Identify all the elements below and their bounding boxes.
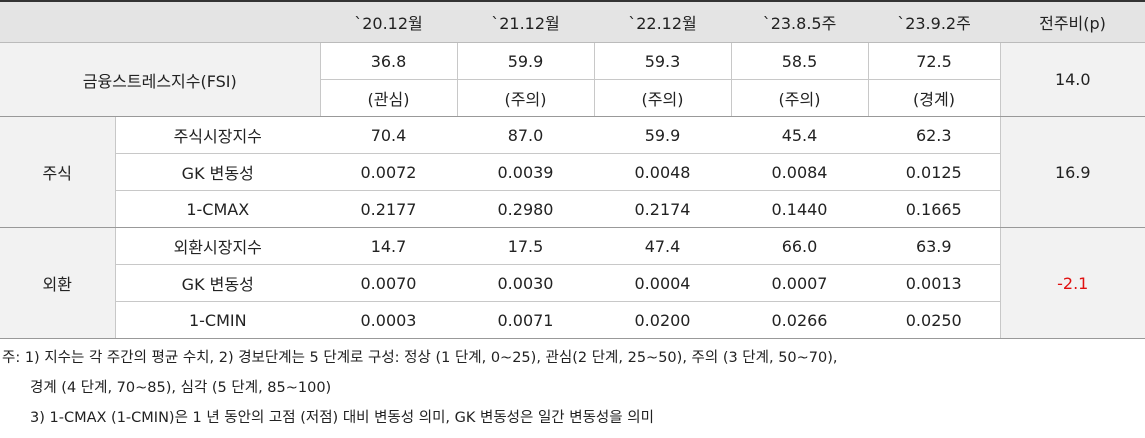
group-label: 금융스트레스지수(FSI) [0,42,320,117]
value-cell: 72.5 [867,42,1000,80]
value-cell: 17.5 [457,227,594,265]
value-cell: 87.0 [457,116,594,154]
data-row: 1-CMAX 0.2177 0.2980 0.2174 0.1440 0.1665 [0,190,1145,228]
level-cell: (주의) [456,79,594,117]
value-cell: 0.2174 [594,190,731,228]
value-cell: 0.0007 [731,264,868,302]
level-cell: (주의) [593,79,731,117]
value-cell: 0.0039 [457,153,594,191]
level-cell: (경계) [867,79,1000,117]
fsi-row: 금융스트레스지수(FSI) 36.8 59.9 59.3 58.5 72.5 14.0 [0,42,1145,117]
row-label: 외환시장지수 [114,227,320,265]
value-cell: 0.0013 [868,264,1000,302]
change-cell: 14.0 [999,42,1145,117]
data-row: GK 변동성 0.0070 0.0030 0.0004 0.0007 0.0013 [0,264,1145,302]
header-cell: `22.12월 [594,1,731,43]
header-cell: `21.12월 [457,1,594,43]
value-cell: 59.9 [594,116,731,154]
value-cell: 0.0200 [594,301,731,339]
value-cell: 0.2177 [320,190,457,228]
value-cell: 0.0266 [731,301,868,339]
value-cell: 0.0030 [457,264,594,302]
level-cell: (관심) [319,79,457,117]
header-row: `20.12월 `21.12월 `22.12월 `23.8.5주 `23.9.2주 전주비… [0,1,1145,43]
row-label: 1-CMIN [114,301,320,339]
fsi-level-row: (관심) (주의) (주의) (주의) (경계) [0,79,1145,117]
value-cell: 36.8 [319,42,457,80]
change-cell: -2.1 [999,227,1145,339]
value-cell: 70.4 [320,116,457,154]
fsi-table: `20.12월 `21.12월 `22.12월 `23.8.5주 `23.9.2주 전주비… [0,0,1145,339]
row-label: 주식시장지수 [114,116,320,154]
level-cell: (주의) [730,79,868,117]
header-cell [0,1,320,43]
note-line: 주: 1) 지수는 각 주간의 평균 수치, 2) 경보단계는 5 단계로 구성… [2,350,838,366]
data-row: GK 변동성 0.0072 0.0039 0.0048 0.0084 0.0125 [0,153,1145,191]
notes: 주: 1) 지수는 각 주간의 평균 수치, 2) 경보단계는 5 단계로 구성… [0,343,1145,433]
note-line: 경계 (4 단계, 70~85), 심각 (5 단계, 85~100) [30,380,332,396]
row-label: GK 변동성 [114,153,320,191]
value-cell: 63.9 [868,227,1000,265]
row-label: GK 변동성 [114,264,320,302]
value-cell: 0.0071 [457,301,594,339]
row-label: 1-CMAX [114,190,320,228]
value-cell: 59.3 [593,42,731,80]
value-cell: 0.0250 [868,301,1000,339]
value-cell: 0.0048 [594,153,731,191]
value-cell: 0.2980 [457,190,594,228]
value-cell: 0.1440 [731,190,868,228]
header-cell: `23.9.2주 [868,1,1000,43]
data-row: 주식 주식시장지수 70.4 87.0 59.9 45.4 62.3 16.9 [0,116,1145,228]
change-cell: 16.9 [999,116,1145,228]
note-line: 3) 1-CMAX (1-CMIN)은 1 년 동안의 고점 (저점) 대비 변… [30,410,654,426]
value-cell: 0.1665 [868,190,1000,228]
value-cell: 58.5 [730,42,868,80]
value-cell: 0.0070 [320,264,457,302]
table-body: `20.12월 `21.12월 `22.12월 `23.8.5주 `23.9.2주 전주비… [0,1,1145,339]
value-cell: 45.4 [731,116,868,154]
value-cell: 14.7 [320,227,457,265]
value-cell: 66.0 [731,227,868,265]
value-cell: 0.0125 [868,153,1000,191]
header-cell: 전주비(p) [1000,1,1145,43]
value-cell: 0.0004 [594,264,731,302]
header-cell: `23.8.5주 [731,1,868,43]
value-cell: 0.0072 [320,153,457,191]
value-cell: 62.3 [868,116,1000,154]
group-label: 주식 [0,116,115,228]
header-cell: `20.12월 [320,1,457,43]
value-cell: 59.9 [456,42,594,80]
value-cell: 47.4 [594,227,731,265]
data-row: 1-CMIN 0.0003 0.0071 0.0200 0.0266 0.0250 [0,301,1145,339]
value-cell: 0.0003 [320,301,457,339]
value-cell: 0.0084 [731,153,868,191]
group-label: 외환 [0,227,115,339]
data-row: 외환 외환시장지수 14.7 17.5 47.4 66.0 63.9 -2.1 [0,227,1145,339]
